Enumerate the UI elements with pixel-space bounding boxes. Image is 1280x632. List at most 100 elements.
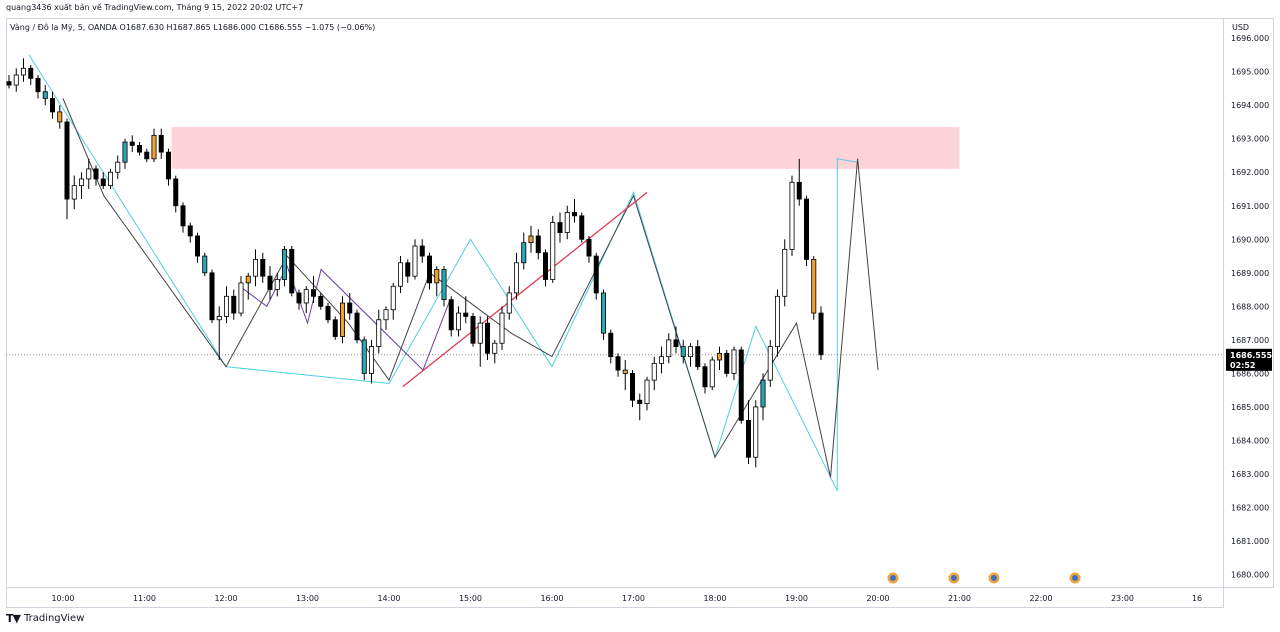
candle-body	[789, 181, 795, 250]
candle-body	[593, 255, 599, 294]
candle-body	[108, 171, 114, 187]
x-tick-label: 18:00	[703, 594, 726, 603]
y-tick-label: 1680.000	[1231, 571, 1269, 580]
candle-body	[564, 212, 570, 233]
red-trendline-line	[402, 191, 648, 388]
candle-body	[572, 212, 578, 217]
candle-body	[818, 312, 824, 356]
candle-body	[463, 312, 469, 317]
x-tick-label: 23:00	[1111, 594, 1134, 603]
candle-body	[144, 151, 150, 160]
candle-body	[796, 181, 802, 200]
price-axis[interactable]	[1224, 18, 1274, 588]
candle-body	[267, 275, 273, 290]
candle-body	[441, 269, 447, 301]
candle-body	[332, 319, 338, 337]
y-tick-label: 1686.000	[1231, 369, 1269, 378]
footer-brand[interactable]: TradingView	[23, 613, 85, 624]
candle-body	[499, 312, 505, 344]
y-tick-label: 1684.000	[1231, 436, 1269, 445]
x-tick-label: 15:00	[459, 594, 482, 603]
x-tick-label: 21:00	[948, 594, 971, 603]
x-tick-label: 10:00	[51, 594, 74, 603]
candle-body	[136, 145, 142, 153]
y-tick-label: 1694.000	[1231, 101, 1269, 110]
candle-body	[42, 91, 48, 99]
candle-body	[615, 356, 621, 371]
candle-body	[709, 359, 715, 388]
currency-label: USD	[1232, 23, 1250, 32]
y-tick-label: 1693.000	[1231, 135, 1269, 144]
candle-body	[673, 339, 679, 347]
candle-body	[492, 342, 498, 354]
candle-body	[608, 332, 614, 358]
candle-body	[601, 292, 607, 334]
tradingview-logo-icon[interactable]: T▼	[6, 612, 21, 625]
candle-body	[455, 312, 461, 331]
x-tick-label: 13:00	[296, 594, 319, 603]
publisher-caption: quang3436 xuất bản về TradingView.com, T…	[6, 3, 304, 12]
time-axis[interactable]	[6, 588, 1224, 608]
candle-body	[688, 346, 694, 358]
x-tick-label: 20:00	[866, 594, 889, 603]
candle-body	[376, 319, 382, 347]
candle-body	[202, 255, 208, 274]
candle-body	[28, 67, 34, 79]
candle-body	[434, 269, 440, 284]
candle-body	[412, 245, 418, 277]
candle-body	[470, 316, 476, 344]
y-tick-label: 1682.000	[1231, 504, 1269, 513]
us-flag-event-icon-inner	[991, 575, 997, 581]
candle-body	[484, 322, 490, 354]
candle-body	[804, 198, 810, 260]
y-tick-label: 1685.000	[1231, 403, 1269, 412]
candle-body	[180, 205, 186, 227]
x-tick-label: 12:00	[214, 594, 237, 603]
candle-body	[630, 373, 636, 401]
candle-body	[586, 238, 592, 257]
candle-body	[695, 346, 701, 368]
candle-body	[368, 346, 374, 374]
candle-body	[397, 262, 403, 287]
candle-body	[514, 262, 520, 294]
candle-body	[477, 322, 483, 344]
candle-body	[238, 282, 244, 314]
candle-body	[339, 302, 345, 337]
candle-body	[165, 151, 171, 180]
candle-body	[303, 289, 309, 304]
candle-body	[782, 248, 788, 297]
candle-body	[173, 178, 179, 207]
candle-body	[194, 235, 200, 257]
x-tick-label: 17:00	[622, 594, 645, 603]
candle-body	[122, 141, 128, 163]
candle-body	[354, 312, 360, 341]
candle-body	[426, 255, 432, 284]
candle-body	[666, 339, 672, 358]
candle-body	[289, 248, 295, 294]
candle-body	[506, 292, 512, 314]
x-tick-label: 16:00	[540, 594, 563, 603]
symbol-legend[interactable]: Vàng / Đô la Mỹ, 5, OANDA O1687.630 H168…	[10, 23, 376, 32]
candle-body	[71, 185, 77, 200]
candle-body	[622, 369, 628, 374]
candle-body	[158, 134, 164, 153]
footer[interactable]: T▼ TradingView	[6, 612, 84, 625]
candle-body	[767, 346, 773, 381]
candle-body	[543, 252, 549, 280]
candle-body	[521, 242, 527, 264]
candle-body	[753, 406, 759, 458]
candle-body	[419, 245, 425, 257]
candle-body	[702, 366, 708, 388]
x-tick-label: 14:00	[377, 594, 400, 603]
candle-body	[651, 362, 657, 381]
candle-body	[115, 161, 121, 173]
chart-pane[interactable]	[6, 18, 1224, 588]
candle-body	[361, 339, 367, 374]
candle-body	[296, 292, 302, 304]
candle-body	[245, 275, 251, 284]
candle-body	[35, 77, 41, 93]
candle-body	[57, 111, 63, 123]
x-tick-label: 19:00	[785, 594, 808, 603]
candle-body	[187, 225, 193, 237]
